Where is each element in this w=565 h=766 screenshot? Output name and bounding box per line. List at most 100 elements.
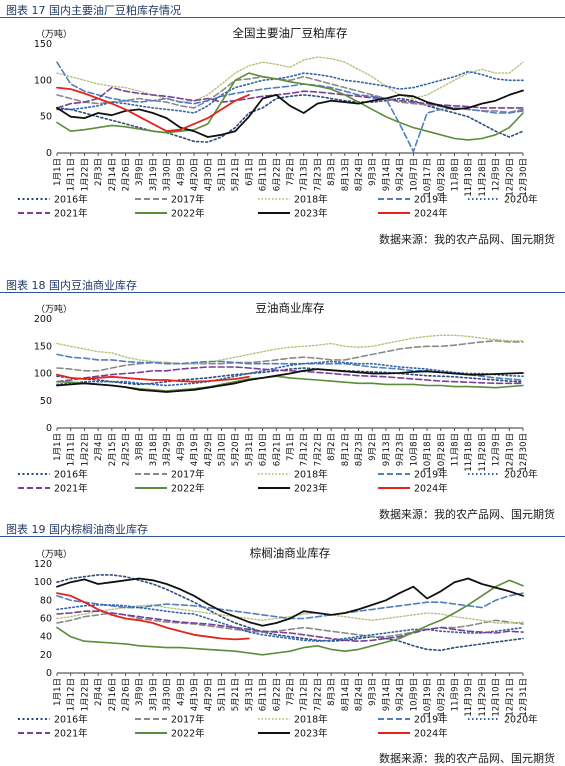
- y-tick-label: 200: [34, 314, 52, 325]
- x-tick-label: 3月9日: [135, 158, 145, 186]
- x-tick-label: 6月1日: [245, 158, 255, 186]
- x-tick-label: 10月28日: [437, 433, 447, 472]
- palmoil-stock-chart: 棕榈油商业库存 （万吨） 0 20 40 60 80 100 120 1月1日 1月12日 1月22日…: [18, 546, 538, 740]
- x-tick-label: 9月3日: [368, 678, 378, 706]
- figure-19-rule: [0, 536, 565, 537]
- y-tick-label: 50: [40, 396, 52, 407]
- x-tick-label: 9月24日: [396, 678, 406, 711]
- x-tick-label: 4月9日: [176, 433, 186, 461]
- series-line-2018年: [56, 56, 524, 103]
- x-tick-label: 4月19日: [190, 678, 200, 711]
- soymeal-stock-chart: 全国主要油厂豆粕库存 （万吨） 0 50 100 150 1月1日 1月11日 1月22日 2月3…: [18, 26, 538, 220]
- chart-title: 全国主要油厂豆粕库存: [233, 26, 348, 40]
- x-tick-label: 4月9日: [176, 158, 186, 186]
- x-tick-label: 2月3日: [94, 158, 104, 186]
- figure-17-caption: 图表 17 国内主要油厂豆粕库存情况: [6, 4, 181, 17]
- chart-title: 棕榈油商业库存: [250, 546, 331, 560]
- y-tick-label: 150: [34, 341, 52, 352]
- x-tick-label: 12月30日: [519, 433, 529, 472]
- y-tick-label: 80: [40, 595, 52, 606]
- series-line-2019年: [56, 61, 524, 153]
- x-tick-label: 3月18日: [149, 433, 159, 466]
- series-line-2020年: [56, 70, 524, 114]
- x-tick-label: 10月28日: [437, 158, 447, 197]
- x-tick-label: 12月10日: [492, 678, 502, 717]
- series-line-2022年: [56, 579, 524, 656]
- legend-label: 2017年: [171, 714, 205, 726]
- x-tick-label: 9月2日: [368, 433, 378, 461]
- x-tick-label: 3月19日: [149, 678, 159, 711]
- x-tick-label: 1月22日: [80, 158, 90, 191]
- x-tick-label: 3月8日: [135, 433, 145, 461]
- x-tick-label: 7月22日: [313, 433, 323, 466]
- y-tick-label: 0: [46, 668, 52, 679]
- x-tick-label: 5月11日: [217, 158, 227, 191]
- legend-label: 2019年: [414, 194, 448, 206]
- x-tick-label: 7月2日: [286, 158, 296, 186]
- x-tick-label: 11月8日: [450, 433, 460, 466]
- x-tick-label: 8月3日: [327, 678, 337, 706]
- x-tick-label: 9月3日: [368, 158, 378, 186]
- legend-label: 2017年: [171, 469, 205, 481]
- x-tick-label: 6月21日: [272, 433, 282, 466]
- legend-label: 2022年: [171, 483, 205, 495]
- x-tick-label: 3月9日: [135, 678, 145, 706]
- x-tick-label: 3月19日: [149, 158, 159, 191]
- y-tick-label: 100: [34, 577, 52, 588]
- y-tick-label: 100: [34, 369, 52, 380]
- legend-label: 2020年: [504, 194, 538, 206]
- legend-label: 2023年: [294, 208, 328, 220]
- x-tick-label: 7月12日: [300, 678, 310, 711]
- figure-17-source: 数据来源：我的农产品网、国元期货: [379, 233, 555, 246]
- x-tick-label: 7月1日: [286, 433, 296, 461]
- figure-19-source: 数据来源：我的农产品网、国元期货: [379, 752, 555, 765]
- x-tick-label: 2月26日: [122, 158, 132, 191]
- y-tick-label: 50: [40, 112, 52, 123]
- x-tick-label: 9月13日: [382, 433, 392, 466]
- series-line-2021年: [56, 366, 524, 385]
- series-line-2024年: [56, 373, 250, 383]
- series-line-2017年: [56, 339, 524, 372]
- x-tick-label: 5月21日: [231, 678, 241, 711]
- figure-18-source: 数据来源：我的农产品网、国元期货: [379, 508, 555, 521]
- x-tick-label: 7月22日: [313, 678, 323, 711]
- x-tick-label: 3月29日: [163, 433, 173, 466]
- x-tick-label: 11月18日: [464, 158, 474, 197]
- x-tick-label: 5月11日: [217, 678, 227, 711]
- x-tick-label: 4月30日: [204, 158, 214, 191]
- legend-label: 2022年: [171, 208, 205, 220]
- x-tick-label: 8月12日: [341, 433, 351, 466]
- legend-label: 2018年: [294, 714, 328, 726]
- legend-label: 2018年: [294, 469, 328, 481]
- x-tick-label: 1月22日: [80, 433, 90, 466]
- legend-label: 2016年: [54, 714, 88, 726]
- x-tick-label: 4月29日: [204, 678, 214, 711]
- x-tick-label: 3月30日: [163, 678, 173, 711]
- series-line-2017年: [56, 75, 524, 114]
- x-tick-label: 1月22日: [80, 678, 90, 711]
- x-tick-label: 2月4日: [94, 678, 104, 706]
- legend-label: 2021年: [54, 483, 88, 495]
- y-tick-label: 150: [34, 39, 52, 50]
- series-line-2020年: [56, 360, 524, 387]
- x-tick-label: 12月9日: [492, 433, 502, 466]
- legend-label: 2022年: [171, 728, 205, 740]
- legend-label: 2024年: [414, 208, 448, 220]
- x-tick-label: 6月22日: [272, 678, 282, 711]
- y-tick-label: 100: [34, 75, 52, 86]
- legend-label: 2019年: [414, 469, 448, 481]
- x-tick-label: 9月24日: [396, 158, 406, 191]
- x-tick-label: 10月7日: [409, 158, 419, 191]
- x-tick-label: 6月10日: [259, 433, 269, 466]
- legend-label: 2017年: [171, 194, 205, 206]
- x-tick-label: 12月9日: [492, 158, 502, 191]
- x-tick-label: 4月19日: [190, 433, 200, 466]
- x-tick-label: 11月8日: [450, 158, 460, 191]
- series-line-2016年: [56, 94, 524, 143]
- series-line-2023年: [56, 368, 524, 393]
- legend-label: 2018年: [294, 194, 328, 206]
- y-tick-label: 120: [34, 559, 52, 570]
- x-tick-label: 12月31日: [519, 678, 529, 717]
- series-line-2020年: [56, 604, 524, 642]
- x-tick-label: 1月1日: [53, 433, 63, 461]
